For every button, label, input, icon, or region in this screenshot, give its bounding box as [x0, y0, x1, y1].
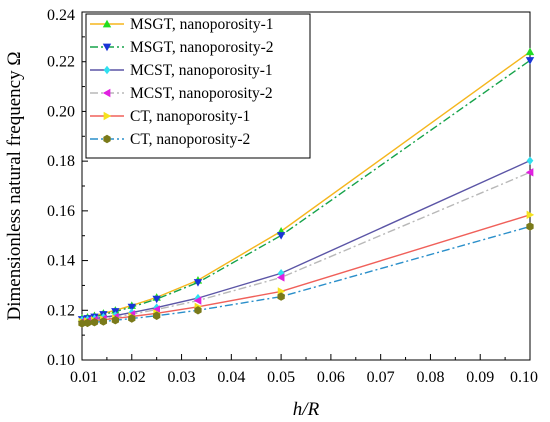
data-point: [525, 168, 534, 177]
y-tick-label: 0.20: [47, 103, 75, 120]
data-point: [526, 210, 535, 220]
data-point: [525, 47, 535, 56]
legend-item: MSGT, nanoporosity-2: [90, 39, 274, 56]
legend-box: [85, 13, 311, 159]
y-axis-title: Dimensionless natural frequency Ω: [4, 52, 25, 321]
x-tick-label: 0.01: [70, 369, 98, 386]
data-point: [99, 317, 108, 326]
series-6: [78, 222, 534, 328]
legend-item: MCST, nanoporosity-2: [90, 85, 273, 102]
series-3: [78, 156, 534, 325]
data-point: [277, 292, 285, 301]
x-tick-label: 0.06: [317, 369, 345, 386]
data-point: [152, 305, 161, 314]
legend-marker: [102, 88, 111, 98]
legend-marker: [103, 65, 111, 75]
y-tick-label: 0.10: [47, 352, 75, 369]
data-point: [193, 296, 202, 305]
y-tick-label: 0.24: [47, 7, 75, 24]
data-point: [152, 295, 161, 304]
data-point: [526, 156, 534, 165]
x-tick-label: 0.02: [118, 369, 146, 386]
series-layer: [77, 47, 535, 328]
series-line: [81, 214, 531, 323]
x-tick-label: 0.08: [416, 369, 444, 386]
legend-marker: [102, 19, 112, 28]
y-tick-label: 0.22: [47, 54, 75, 71]
data-point: [525, 57, 535, 65]
legend-marker: [103, 134, 111, 144]
legend-item: CT, nanoporosity-2: [90, 131, 250, 148]
x-tick-label: 0.03: [168, 369, 196, 386]
x-tick-label: 0.07: [367, 369, 395, 386]
legend-item: CT, nanoporosity-1: [90, 108, 250, 125]
x-axis-title: h/R: [293, 399, 320, 420]
legend-label: MSGT, nanoporosity-2: [130, 39, 274, 56]
x-tick-label: 0.09: [466, 369, 494, 386]
y-tick-label: 0.12: [47, 302, 75, 319]
data-point: [111, 316, 119, 325]
legend-label: CT, nanoporosity-2: [130, 131, 250, 148]
series-line: [81, 160, 531, 321]
series-line: [81, 51, 531, 319]
legend-label: CT, nanoporosity-1: [130, 108, 250, 125]
data-point: [153, 311, 161, 320]
x-axis-ticks: 0.01 0.02 0.03 0.04 0.05 0.06 0.07 0.08 0.09 0.10: [70, 354, 538, 386]
y-tick-label: 0.16: [47, 203, 75, 220]
x-tick-label: 0.05: [267, 369, 295, 386]
data-point: [276, 273, 285, 282]
data-point: [193, 279, 203, 287]
y-axis-ticks: 0.10 0.12 0.14 0.16 0.18 0.20 0.22 0.24: [47, 7, 88, 369]
y-tick-label: 0.18: [47, 153, 75, 170]
data-point: [194, 306, 202, 315]
legend-marker: [102, 43, 112, 52]
legend-item: MSGT, nanoporosity-1: [90, 16, 274, 33]
legend-label: MCST, nanoporosity-1: [130, 62, 273, 79]
data-point: [276, 232, 286, 240]
legend-label: MCST, nanoporosity-2: [130, 85, 273, 102]
legend-item: MCST, nanoporosity-1: [90, 62, 273, 79]
data-point: [194, 293, 202, 303]
data-point: [526, 222, 534, 231]
data-point: [90, 318, 99, 327]
data-point: [78, 319, 86, 328]
legend-marker: [103, 111, 112, 121]
x-tick-label: 0.10: [510, 369, 538, 386]
data-point: [83, 318, 92, 328]
data-point: [128, 314, 136, 323]
legend-label: MSGT, nanoporosity-1: [130, 16, 274, 33]
series-line: [81, 171, 531, 323]
x-tick-label: 0.04: [217, 369, 245, 386]
legend: MSGT, nanoporosity-1 MSGT, nanoporosity-2…: [85, 13, 311, 159]
y-tick-label: 0.14: [47, 253, 75, 270]
data-point: [127, 303, 136, 312]
